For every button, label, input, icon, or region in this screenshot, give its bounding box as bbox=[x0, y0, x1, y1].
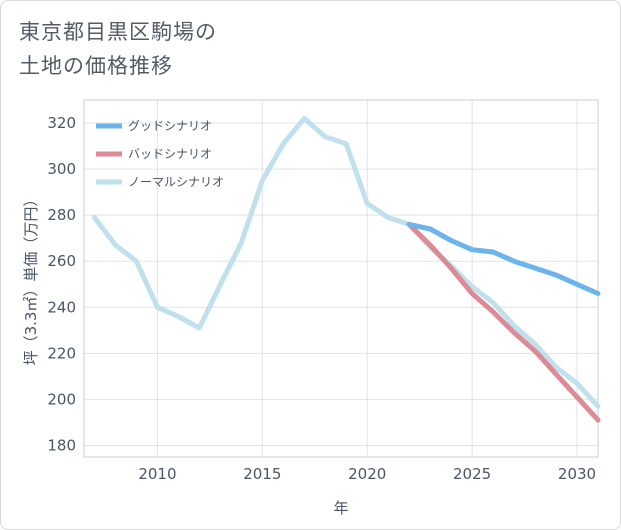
series-lines bbox=[92, 115, 601, 423]
y-axis-ticks: 180 200 220 240 260 280 300 320 bbox=[47, 114, 76, 454]
chart-title-line-1: 東京都目黒区駒場の bbox=[19, 20, 217, 44]
legend-label: バッドシナリオ bbox=[128, 147, 212, 161]
x-tick-label: 2010 bbox=[138, 465, 176, 483]
y-tick-label: 220 bbox=[47, 344, 76, 362]
y-tick-label: 280 bbox=[47, 206, 76, 224]
chart-title: 東京都目黒区駒場の 土地の価格推移 bbox=[19, 15, 217, 83]
x-tick-label: 2030 bbox=[558, 465, 596, 483]
legend-label: ノーマルシナリオ bbox=[128, 175, 224, 189]
x-tick-label: 2015 bbox=[243, 465, 281, 483]
series-line bbox=[92, 115, 601, 409]
x-axis-ticks: 2010 2015 2020 2025 2030 bbox=[138, 465, 596, 483]
chart-title-line-2: 土地の価格推移 bbox=[19, 54, 173, 78]
legend-label: グッドシナリオ bbox=[128, 119, 212, 133]
y-tick-label: 200 bbox=[47, 390, 76, 408]
x-tick-label: 2020 bbox=[348, 465, 386, 483]
grid-lines bbox=[84, 100, 598, 457]
x-tick-label: 2025 bbox=[453, 465, 491, 483]
y-tick-label: 240 bbox=[47, 298, 76, 316]
y-tick-label: 300 bbox=[47, 160, 76, 178]
y-tick-label: 320 bbox=[47, 114, 76, 132]
y-axis-label: 坪（3.3㎡）単価（万円） bbox=[22, 192, 40, 366]
y-tick-label: 180 bbox=[47, 436, 76, 454]
series-line bbox=[406, 221, 601, 423]
y-tick-label: 260 bbox=[47, 252, 76, 270]
x-axis-label: 年 bbox=[333, 499, 348, 517]
plot-area bbox=[83, 99, 599, 458]
series-line bbox=[406, 221, 601, 296]
